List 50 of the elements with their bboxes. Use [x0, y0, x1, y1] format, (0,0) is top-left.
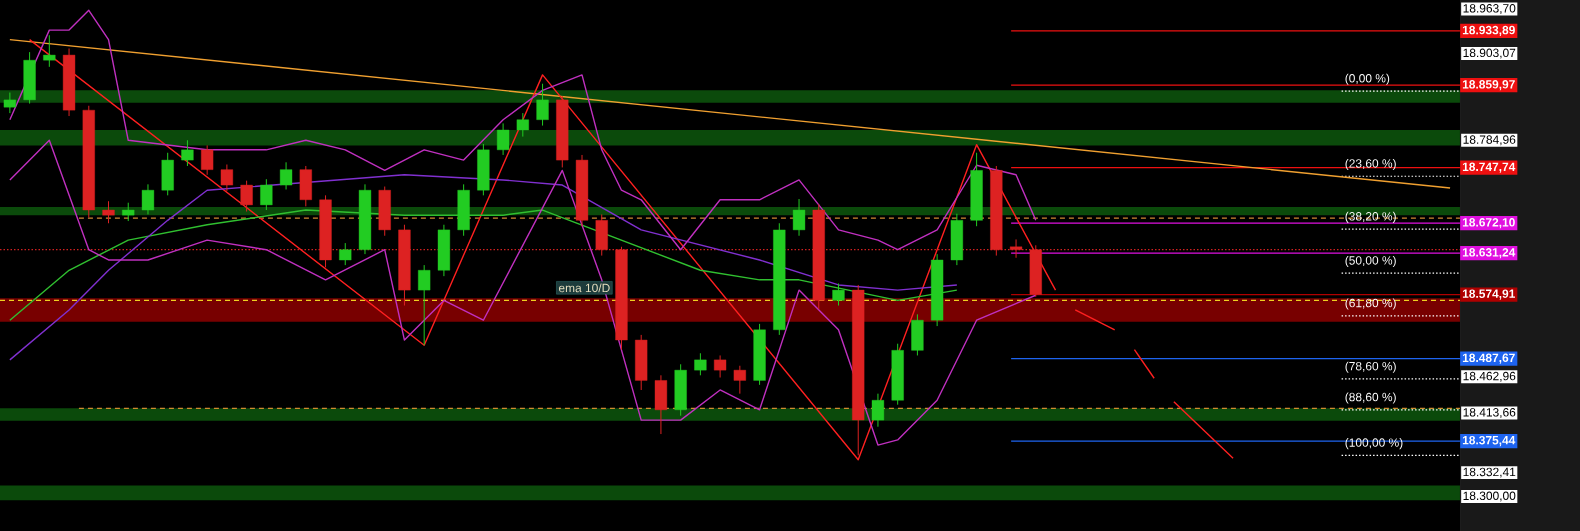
candlestick [201, 144, 214, 176]
y-tick-label: 18.332,41 [1463, 467, 1516, 478]
candlestick [260, 178, 273, 211]
ref-line-label: 18.859,97 [1462, 80, 1515, 91]
annotation: (78,60 %) [1345, 361, 1396, 373]
candlestick [141, 183, 155, 215]
candlestick [832, 282, 845, 307]
candlestick [792, 198, 806, 237]
candlestick [122, 202, 135, 222]
y-tick-label: 18.300,00 [1463, 491, 1516, 502]
candlestick [733, 365, 746, 395]
candlestick [536, 83, 549, 127]
y-tick-label: 18.462,96 [1463, 371, 1516, 382]
line-series [9, 9, 1037, 251]
ref-line-label: 18.672,10 [1462, 218, 1515, 229]
ref-line-label: 18.375,44 [1462, 435, 1516, 447]
ref-line-label: 18.933,89 [1462, 25, 1515, 37]
annotation: (0,00 %) [1345, 73, 1390, 85]
candlestick [516, 112, 529, 138]
candlestick [220, 164, 233, 192]
candlestick [714, 354, 727, 378]
candlestick [240, 180, 253, 213]
candlestick [43, 34, 56, 68]
ref-line-label: 18.631,24 [1462, 248, 1516, 259]
candlestick [279, 161, 293, 190]
line-series [9, 174, 958, 361]
annotation: ema 10/D [558, 283, 610, 293]
candlestick [339, 242, 352, 266]
line-series [28, 38, 1057, 461]
ref-line-label: 18.747,74 [1462, 162, 1516, 173]
candlestick [1009, 238, 1023, 259]
candlestick [418, 264, 431, 346]
annotation: (61,80 %) [1345, 298, 1396, 310]
y-tick-label: 18.784,96 [1463, 135, 1516, 146]
line-series [9, 209, 958, 321]
annotation: (38,20 %) [1345, 211, 1396, 223]
candlestick [694, 352, 707, 376]
annotation: (88,60 %) [1345, 392, 1396, 404]
y-tick-label: 18.963,70 [1463, 4, 1516, 14]
candlestick [181, 139, 194, 167]
annotation: (50,00 %) [1345, 255, 1396, 267]
candlestick [3, 92, 16, 114]
line-series [9, 139, 1037, 446]
ref-line-label: 18.574,91 [1462, 289, 1515, 300]
y-tick-label: 18.903,07 [1463, 48, 1516, 59]
y-tick-label: 18.413,66 [1463, 408, 1516, 418]
candlestick [102, 200, 115, 224]
candlestick [496, 122, 510, 156]
candlestick [871, 393, 885, 428]
ref-line-label: 18.487,67 [1462, 353, 1515, 364]
